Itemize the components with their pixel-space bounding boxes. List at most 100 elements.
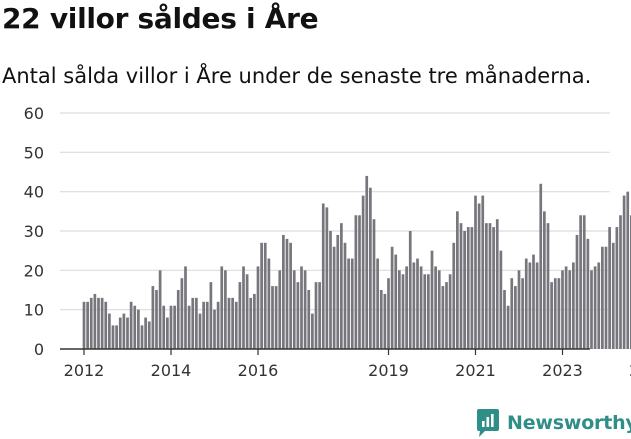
bar: [361, 195, 365, 349]
bar: [314, 282, 318, 349]
bar-chart: 0102030405060222012201420162019202120232…: [24, 104, 631, 380]
bar: [376, 258, 379, 349]
bar: [463, 231, 466, 349]
bar: [173, 305, 176, 349]
bar: [619, 215, 622, 349]
bar: [166, 317, 169, 349]
bar: [209, 282, 213, 349]
bar: [307, 290, 311, 349]
bar: [448, 274, 452, 349]
bar: [115, 325, 118, 349]
bar: [238, 282, 242, 349]
bar: [550, 282, 553, 349]
bar: [129, 301, 133, 349]
bar: [245, 274, 249, 349]
bar: [155, 290, 158, 349]
bar: [263, 242, 267, 349]
bar: [176, 290, 180, 349]
bar: [234, 301, 238, 349]
bar: [590, 270, 593, 349]
bar: [441, 286, 445, 349]
bar: [532, 254, 535, 349]
bar: [427, 274, 430, 349]
brand-name: Newsworthy: [507, 412, 631, 434]
bar: [416, 258, 419, 349]
bar: [144, 317, 147, 349]
bar: [89, 297, 93, 349]
bar: [437, 270, 441, 349]
bar: [82, 301, 86, 349]
bar: [499, 250, 503, 349]
bar: [213, 309, 216, 349]
bar: [278, 270, 282, 349]
bar: [394, 254, 398, 349]
bar: [601, 246, 604, 349]
bar: [86, 301, 89, 349]
bar: [474, 195, 477, 349]
bar: [267, 258, 271, 349]
bar: [329, 231, 332, 349]
bar: [296, 282, 300, 349]
bar: [611, 242, 615, 349]
chart-title: 22 villor såldes i Åre: [2, 2, 319, 35]
bar: [162, 305, 166, 349]
bar: [390, 246, 394, 349]
bar: [318, 282, 321, 349]
bar: [336, 234, 340, 349]
bar: [452, 242, 456, 349]
bar: [572, 262, 575, 349]
x-tick-label: 2023: [542, 361, 583, 380]
bar: [260, 242, 263, 349]
bar: [510, 278, 514, 349]
bar: [372, 219, 376, 349]
bar: [615, 227, 619, 349]
bar: [354, 215, 358, 349]
bar: [365, 175, 369, 349]
bar: [604, 246, 608, 349]
bar: [495, 219, 499, 349]
bar: [224, 270, 227, 349]
bar: [202, 301, 205, 349]
bar: [503, 290, 506, 349]
bar: [118, 317, 122, 349]
bar: [274, 286, 278, 349]
bar: [285, 238, 289, 349]
bar: [412, 262, 416, 349]
bar: [492, 227, 495, 349]
bar: [321, 203, 325, 349]
bar: [459, 223, 463, 349]
bar: [271, 286, 274, 349]
bar: [477, 203, 481, 349]
bar: [514, 286, 517, 349]
bar: [347, 258, 350, 349]
bar: [340, 223, 343, 349]
bar: [325, 207, 329, 349]
bar: [151, 286, 155, 349]
bar: [488, 223, 492, 349]
bar: [195, 297, 198, 349]
x-tick-label: 2019: [368, 361, 409, 380]
x-tick-label: 2012: [64, 361, 105, 380]
bar: [111, 325, 115, 349]
bar: [387, 278, 390, 349]
bar: [524, 258, 528, 349]
bar: [231, 297, 234, 349]
bar: [205, 301, 209, 349]
y-tick-label: 20: [24, 261, 44, 280]
bar: [564, 266, 568, 349]
y-tick-label: 30: [24, 222, 44, 241]
bar: [227, 297, 231, 349]
bar: [180, 278, 184, 349]
bar: [289, 242, 292, 349]
x-tick-label: 2014: [151, 361, 192, 380]
bar: [481, 195, 485, 349]
bar: [242, 266, 245, 349]
bar: [466, 227, 470, 349]
x-tick-label: 2016: [238, 361, 279, 380]
y-tick-label: 40: [24, 183, 44, 202]
bar: [300, 266, 303, 349]
bar: [220, 266, 224, 349]
bar: [369, 187, 372, 349]
bar: [97, 297, 100, 349]
x-tick-label: 2021: [455, 361, 496, 380]
